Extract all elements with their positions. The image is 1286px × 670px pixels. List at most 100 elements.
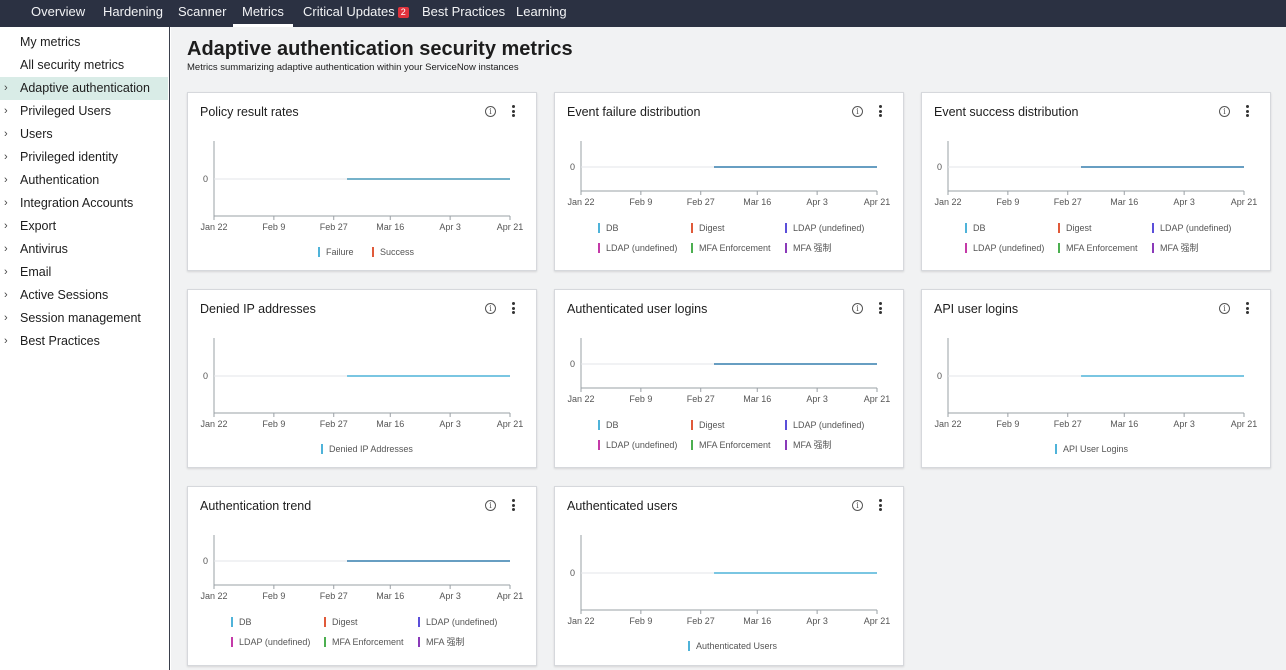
tab-learning[interactable]: Learning bbox=[516, 0, 567, 27]
x-tick-label: Mar 16 bbox=[1110, 419, 1138, 429]
tab-scanner[interactable]: Scanner bbox=[178, 0, 226, 27]
tab-label: Critical Updates bbox=[303, 4, 395, 19]
metric-card-denied-ip-addresses: Denied IP addresses i 0 Jan 22 Feb 9 Feb 27 Ma… bbox=[187, 289, 537, 468]
more-vertical-icon[interactable] bbox=[879, 302, 883, 314]
y-tick-label: 0 bbox=[570, 359, 575, 369]
x-tick-label: Apr 3 bbox=[439, 419, 461, 429]
x-tick-label: Apr 3 bbox=[806, 394, 828, 404]
card-title: Authenticated user logins bbox=[567, 302, 708, 316]
legend-swatch bbox=[598, 420, 600, 430]
chevron-right-icon: › bbox=[4, 289, 8, 301]
x-tick-label: Jan 22 bbox=[567, 197, 594, 207]
sidebar-item-active-sessions[interactable]: › Active Sessions bbox=[0, 284, 168, 307]
info-icon[interactable]: i bbox=[1219, 303, 1230, 314]
more-vertical-icon[interactable] bbox=[1246, 105, 1250, 117]
x-tick-label: Feb 27 bbox=[1054, 419, 1082, 429]
x-tick-label: Feb 27 bbox=[687, 616, 715, 626]
x-tick-label: Mar 16 bbox=[743, 197, 771, 207]
x-tick-label: Jan 22 bbox=[934, 197, 961, 207]
x-tick-label: Apr 3 bbox=[1173, 419, 1195, 429]
legend-label: LDAP (undefined) bbox=[606, 440, 678, 450]
legend-label: DB bbox=[606, 223, 619, 233]
tab-label: Learning bbox=[516, 4, 567, 19]
legend-label: MFA 强制 bbox=[793, 440, 832, 450]
legend-swatch bbox=[785, 243, 787, 253]
more-vertical-icon[interactable] bbox=[1246, 302, 1250, 314]
info-icon[interactable]: i bbox=[485, 106, 496, 117]
sidebar-item-label: Export bbox=[20, 219, 57, 233]
x-tick-label: Mar 16 bbox=[743, 394, 771, 404]
line-chart: 0 Jan 22 Feb 9 Feb 27 Mar 16 Apr 3 Apr 21 bbox=[567, 535, 891, 626]
x-tick-label: Apr 21 bbox=[497, 222, 524, 232]
sidebar-item-users[interactable]: › Users bbox=[0, 123, 168, 146]
line-chart: 0 Jan 22 Feb 9 Feb 27 Mar 16 Apr 3 Apr 21 bbox=[934, 141, 1257, 207]
more-vertical-icon[interactable] bbox=[512, 302, 516, 314]
legend-swatch bbox=[231, 617, 233, 627]
sidebar-item-my-metrics[interactable]: My metrics bbox=[0, 31, 168, 54]
legend-swatch bbox=[1058, 243, 1060, 253]
sidebar-item-best-practices[interactable]: › Best Practices bbox=[0, 330, 168, 353]
sidebar-item-antivirus[interactable]: › Antivirus bbox=[0, 238, 168, 261]
sidebar-item-export[interactable]: › Export bbox=[0, 215, 168, 238]
x-tick-label: Jan 22 bbox=[567, 394, 594, 404]
sidebar: My metrics All security metrics › Adaptiv… bbox=[0, 27, 170, 670]
tab-hardening[interactable]: Hardening bbox=[103, 0, 163, 27]
info-icon[interactable]: i bbox=[852, 303, 863, 314]
sidebar-item-adaptive-authentication[interactable]: › Adaptive authentication bbox=[0, 77, 168, 100]
x-tick-label: Apr 21 bbox=[864, 616, 891, 626]
card-title: API user logins bbox=[934, 302, 1019, 316]
page-subtitle: Metrics summarizing adaptive authenticat… bbox=[187, 62, 519, 73]
sidebar-item-label: Users bbox=[20, 127, 53, 141]
tab-best-practices[interactable]: Best Practices bbox=[422, 0, 505, 27]
x-tick-label: Apr 3 bbox=[439, 222, 461, 232]
metric-card-event-failure-distribution: Event failure distribution i 0 Jan 22 Feb 9 F… bbox=[554, 92, 904, 271]
info-icon[interactable]: i bbox=[852, 106, 863, 117]
info-icon[interactable]: i bbox=[852, 500, 863, 511]
legend-label: Digest bbox=[699, 420, 725, 430]
sidebar-item-all-security-metrics[interactable]: All security metrics bbox=[0, 54, 168, 77]
more-vertical-icon[interactable] bbox=[512, 105, 516, 117]
legend-label: Denied IP Addresses bbox=[329, 444, 413, 454]
tab-critical-updates[interactable]: Critical Updates 2 bbox=[303, 0, 409, 27]
legend-swatch bbox=[1152, 243, 1154, 253]
x-tick-label: Apr 21 bbox=[864, 394, 891, 404]
tab-label: Overview bbox=[31, 4, 86, 19]
legend-swatch bbox=[785, 223, 787, 233]
x-tick-label: Mar 16 bbox=[376, 222, 404, 232]
x-tick-label: Apr 3 bbox=[806, 616, 828, 626]
legend-swatch bbox=[1055, 444, 1057, 454]
sidebar-item-integration-accounts[interactable]: › Integration Accounts bbox=[0, 192, 168, 215]
legend-label: LDAP (undefined) bbox=[973, 243, 1045, 253]
legend-label: MFA Enforcement bbox=[332, 637, 404, 647]
sidebar-item-authentication[interactable]: › Authentication bbox=[0, 169, 168, 192]
more-vertical-icon[interactable] bbox=[512, 499, 516, 511]
y-tick-label: 0 bbox=[203, 556, 208, 566]
x-tick-label: Feb 27 bbox=[687, 197, 715, 207]
x-tick-label: Jan 22 bbox=[200, 222, 227, 232]
x-tick-label: Feb 27 bbox=[1054, 197, 1082, 207]
legend-swatch bbox=[418, 617, 420, 627]
metric-card-authenticated-users: Authenticated users i 0 Jan 22 Feb 9 Feb 27 Ma… bbox=[554, 486, 904, 666]
more-vertical-icon[interactable] bbox=[879, 499, 883, 511]
chevron-right-icon: › bbox=[4, 335, 8, 347]
legend-label: DB bbox=[239, 617, 252, 627]
sidebar-item-privileged-users[interactable]: › Privileged Users bbox=[0, 100, 168, 123]
sidebar-item-session-management[interactable]: › Session management bbox=[0, 307, 168, 330]
sidebar-item-label: Adaptive authentication bbox=[20, 81, 150, 95]
sidebar-item-email[interactable]: › Email bbox=[0, 261, 168, 284]
legend-swatch bbox=[691, 420, 693, 430]
legend-label: LDAP (undefined) bbox=[793, 420, 865, 430]
legend-label: DB bbox=[973, 223, 986, 233]
sidebar-item-label: Active Sessions bbox=[20, 288, 109, 302]
info-icon[interactable]: i bbox=[485, 303, 496, 314]
legend-swatch bbox=[691, 223, 693, 233]
info-icon[interactable]: i bbox=[485, 500, 496, 511]
info-icon[interactable]: i bbox=[1219, 106, 1230, 117]
legend-label: LDAP (undefined) bbox=[426, 617, 498, 627]
tab-overview[interactable]: Overview bbox=[31, 0, 85, 27]
tab-metrics[interactable]: Metrics bbox=[233, 0, 293, 27]
sidebar-item-privileged-identity[interactable]: › Privileged identity bbox=[0, 146, 168, 169]
x-tick-label: Apr 21 bbox=[864, 197, 891, 207]
chevron-right-icon: › bbox=[4, 151, 8, 163]
more-vertical-icon[interactable] bbox=[879, 105, 883, 117]
